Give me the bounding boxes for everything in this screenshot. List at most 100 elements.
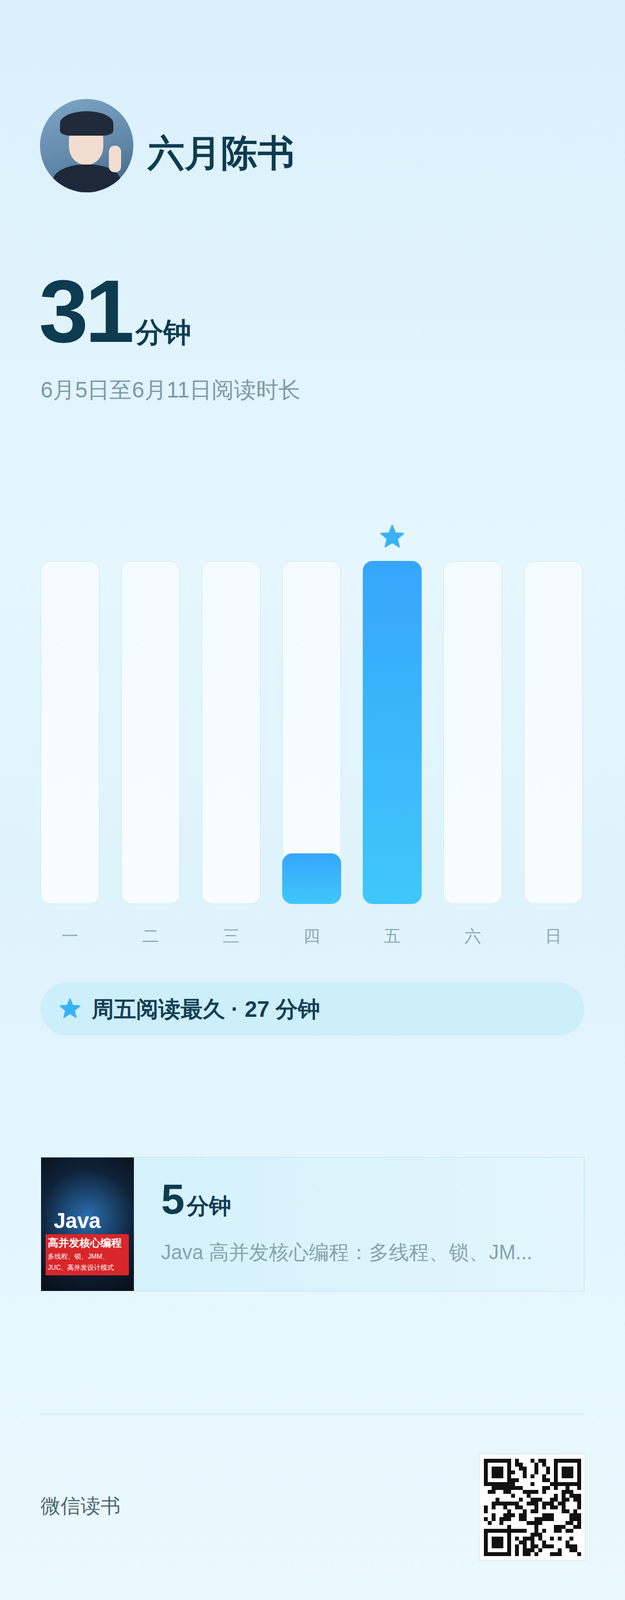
qr-cell — [569, 1469, 574, 1474]
qr-cell — [522, 1539, 527, 1544]
book-title: Java 高并发核心编程：多线程、锁、JM... — [161, 1237, 573, 1266]
qr-cell — [534, 1508, 539, 1513]
qr-cell — [557, 1457, 562, 1462]
qr-cell — [507, 1488, 512, 1493]
qr-cell — [569, 1457, 574, 1462]
qr-cell — [565, 1465, 570, 1470]
qr-code — [478, 1452, 586, 1560]
qr-cell — [483, 1465, 488, 1470]
qr-cell — [499, 1485, 504, 1489]
qr-cell — [577, 1465, 582, 1470]
qr-cell — [546, 1512, 550, 1517]
qr-cell — [522, 1551, 527, 1555]
qr-cell — [491, 1535, 496, 1540]
qr-cell — [507, 1531, 512, 1536]
qr-cell — [565, 1508, 570, 1513]
qr-cell — [515, 1543, 519, 1548]
qr-cell — [561, 1496, 566, 1501]
qr-cell — [538, 1547, 543, 1552]
qr-cell — [518, 1512, 523, 1517]
qr-cell — [577, 1496, 582, 1501]
qr-cell — [503, 1500, 508, 1505]
qr-cell — [491, 1539, 496, 1544]
qr-cell — [483, 1547, 488, 1552]
qr-cell — [507, 1516, 512, 1520]
qr-cell — [515, 1461, 519, 1466]
qr-cell — [557, 1527, 562, 1532]
qr-cell — [507, 1485, 512, 1489]
qr-cell — [503, 1485, 508, 1489]
qr-cell — [553, 1469, 558, 1474]
qr-cell — [557, 1523, 562, 1528]
book-card: Java高并发核心编程多线程、锁、JMM、JUC、高并发设计模式5分钟Java … — [40, 1156, 585, 1291]
qr-cell — [507, 1551, 512, 1555]
qr-cell — [483, 1516, 488, 1520]
qr-cell — [534, 1496, 539, 1501]
qr-cell — [553, 1477, 558, 1482]
qr-cell — [557, 1551, 562, 1555]
qr-cell — [569, 1481, 574, 1485]
qr-cell — [565, 1496, 570, 1501]
qr-cell — [518, 1461, 523, 1466]
qr-cell — [491, 1504, 496, 1509]
qr-cell — [577, 1551, 582, 1555]
qr-cell — [507, 1512, 512, 1517]
qr-cell — [534, 1500, 539, 1505]
qr-cell — [487, 1520, 492, 1524]
qr-cell — [569, 1512, 574, 1517]
qr-cell — [507, 1535, 512, 1540]
qr-cell — [503, 1551, 508, 1555]
qr-cell — [495, 1496, 500, 1501]
qr-cell — [577, 1461, 582, 1466]
qr-cell — [526, 1535, 531, 1540]
bar-track — [121, 560, 180, 904]
qr-cell — [553, 1465, 558, 1470]
qr-cell — [511, 1485, 515, 1489]
qr-cell — [534, 1504, 539, 1509]
cover-subtitle: 高并发核心编程 — [47, 1235, 127, 1249]
qr-cell — [542, 1488, 547, 1493]
qr-cell — [542, 1461, 547, 1466]
qr-cell — [569, 1473, 574, 1478]
qr-cell — [542, 1485, 547, 1489]
qr-cell — [522, 1547, 527, 1552]
qr-cell — [522, 1535, 527, 1540]
qr-cell — [550, 1543, 554, 1548]
qr-cell — [503, 1488, 508, 1493]
qr-cell — [522, 1543, 527, 1548]
qr-cell — [511, 1500, 515, 1505]
qr-cell — [553, 1473, 558, 1478]
bar-track — [201, 560, 261, 904]
qr-cell — [561, 1523, 566, 1528]
cover-title: Java — [41, 1207, 114, 1233]
chart-title: 6月5日至6月11日阅读时长 — [40, 375, 301, 404]
user-name: 六月陈书 — [147, 127, 295, 178]
qr-cell — [499, 1543, 504, 1548]
qr-cell — [561, 1465, 566, 1470]
qr-cell — [553, 1461, 558, 1466]
qr-cell — [542, 1500, 547, 1505]
qr-cell — [507, 1465, 512, 1470]
qr-cell — [511, 1512, 515, 1517]
plot-area — [40, 560, 583, 904]
avatar-cap — [60, 111, 114, 136]
qr-cell — [499, 1465, 504, 1470]
qr-cell — [507, 1523, 512, 1528]
qr-cell — [507, 1543, 512, 1548]
qr-cell — [534, 1488, 539, 1493]
qr-cell — [569, 1535, 574, 1540]
qr-cell — [530, 1500, 535, 1505]
qr-cell — [487, 1457, 492, 1462]
qr-cell — [507, 1469, 512, 1474]
qr-cell — [534, 1523, 539, 1528]
qr-cell — [522, 1527, 527, 1532]
qr-cell — [573, 1508, 578, 1513]
highlight-unit: 分钟 — [269, 996, 320, 1021]
qr-cell — [518, 1539, 523, 1544]
qr-cell — [511, 1469, 515, 1474]
qr-cell — [499, 1520, 504, 1524]
highlight-value: 27 — [245, 996, 270, 1021]
qr-cell — [530, 1488, 535, 1493]
qr-cell — [526, 1551, 531, 1555]
qr-cell — [553, 1551, 558, 1555]
